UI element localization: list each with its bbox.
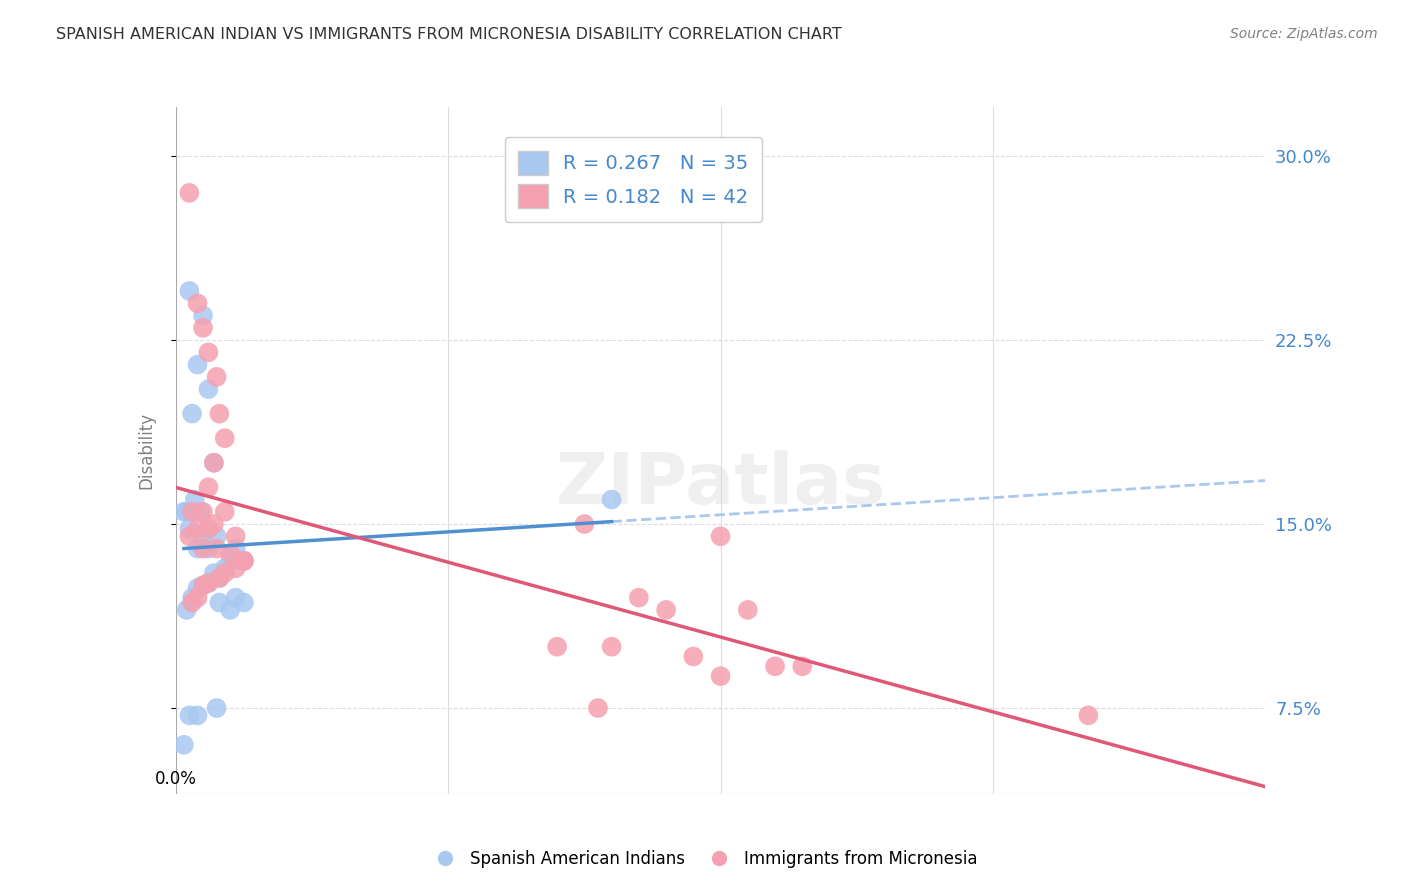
Point: [208, 571, 231, 585]
Point: [186, 591, 209, 605]
Point: [202, 456, 225, 470]
Point: [179, 186, 201, 200]
Point: [202, 456, 225, 470]
Point: [191, 578, 214, 592]
Point: [655, 603, 678, 617]
Point: [205, 529, 228, 543]
Point: [214, 561, 236, 575]
Point: [219, 546, 242, 561]
Point: [202, 517, 225, 532]
Point: [197, 576, 219, 591]
Point: [219, 603, 242, 617]
Point: [600, 640, 623, 654]
Point: [186, 581, 209, 595]
Point: [191, 541, 214, 556]
Point: [219, 554, 242, 568]
Point: [188, 505, 211, 519]
Point: [191, 578, 214, 592]
Point: [184, 492, 207, 507]
Point: [191, 505, 214, 519]
Point: [763, 659, 786, 673]
Point: [208, 407, 231, 421]
Point: [181, 505, 204, 519]
Point: [710, 669, 733, 683]
Point: [737, 603, 759, 617]
Point: [186, 522, 209, 536]
Point: [205, 541, 228, 556]
Point: [181, 596, 204, 610]
Point: [574, 517, 596, 532]
Point: [197, 345, 219, 359]
Text: ZIPatlas: ZIPatlas: [555, 450, 886, 519]
Point: [232, 554, 254, 568]
Point: [232, 596, 254, 610]
Point: [682, 649, 704, 664]
Point: [179, 522, 201, 536]
Point: [191, 309, 214, 323]
Point: [225, 591, 247, 605]
Point: [191, 320, 214, 334]
Point: [186, 358, 209, 372]
Point: [202, 566, 225, 581]
Point: [197, 480, 219, 494]
Point: [627, 591, 650, 605]
Point: [197, 382, 219, 396]
Legend: Spanish American Indians, Immigrants from Micronesia: Spanish American Indians, Immigrants fro…: [422, 844, 984, 875]
Point: [186, 708, 209, 723]
Point: [205, 369, 228, 384]
Point: [586, 701, 609, 715]
Point: [186, 296, 209, 310]
Text: Source: ZipAtlas.com: Source: ZipAtlas.com: [1230, 27, 1378, 41]
Point: [197, 522, 219, 536]
Point: [214, 566, 236, 581]
Text: 0.0%: 0.0%: [155, 770, 197, 788]
Point: [176, 505, 198, 519]
Point: [173, 505, 195, 519]
Point: [197, 541, 219, 556]
Point: [546, 640, 568, 654]
Point: [186, 541, 209, 556]
Point: [181, 591, 204, 605]
Point: [225, 529, 247, 543]
Point: [179, 284, 201, 298]
Point: [179, 708, 201, 723]
Point: [710, 529, 733, 543]
Point: [208, 571, 231, 585]
Point: [792, 659, 814, 673]
Point: [214, 505, 236, 519]
Point: [191, 529, 214, 543]
Point: [214, 431, 236, 445]
Point: [600, 492, 623, 507]
Point: [197, 576, 219, 591]
Point: [225, 541, 247, 556]
Text: SPANISH AMERICAN INDIAN VS IMMIGRANTS FROM MICRONESIA DISABILITY CORRELATION CHA: SPANISH AMERICAN INDIAN VS IMMIGRANTS FR…: [56, 27, 842, 42]
Point: [176, 603, 198, 617]
Point: [232, 554, 254, 568]
Point: [1077, 708, 1099, 723]
Point: [173, 738, 195, 752]
Point: [179, 529, 201, 543]
Point: [225, 561, 247, 575]
Legend: R = 0.267   N = 35, R = 0.182   N = 42: R = 0.267 N = 35, R = 0.182 N = 42: [505, 137, 762, 222]
Y-axis label: Disability: Disability: [136, 412, 155, 489]
Point: [181, 407, 204, 421]
Point: [232, 554, 254, 568]
Point: [205, 701, 228, 715]
Point: [208, 596, 231, 610]
